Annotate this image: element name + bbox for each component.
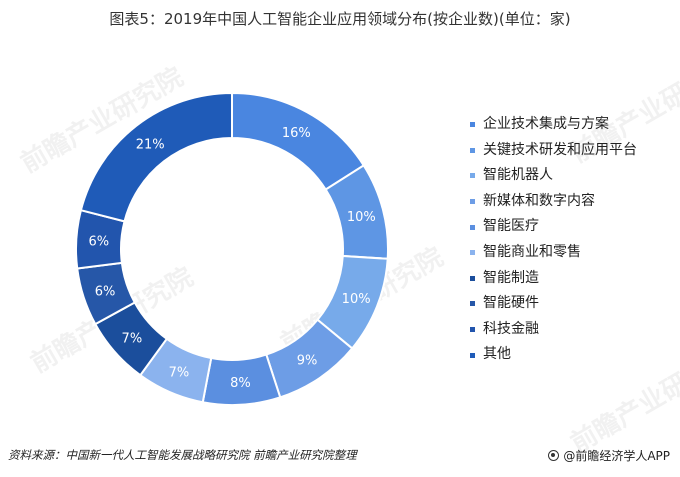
legend-swatch <box>470 352 475 358</box>
legend-label: 关键技术研发和应用平台 <box>483 141 637 158</box>
legend-label: 智能医疗 <box>483 218 539 235</box>
slice-value-label-9: 6% <box>88 235 109 250</box>
legend-swatch <box>470 301 475 307</box>
legend-swatch <box>470 173 475 179</box>
donut-slice-10 <box>79 91 233 223</box>
legend-item-10: 其他 <box>470 342 637 368</box>
legend-item-9: 科技金融 <box>470 317 637 343</box>
legend-item-7: 智能制造 <box>470 266 637 292</box>
brand-label: @前瞻经济学人APP <box>563 449 670 463</box>
slice-value-label-10: 21% <box>136 138 165 153</box>
brand-credit: @前瞻经济学人APP <box>548 447 670 464</box>
slice-value-label-6: 7% <box>169 366 190 381</box>
slice-value-label-8: 6% <box>95 284 116 299</box>
legend-item-2: 关键技术研发和应用平台 <box>470 138 637 164</box>
legend-item-6: 智能商业和零售 <box>470 240 637 266</box>
legend-swatch <box>470 250 475 256</box>
legend-label: 企业技术集成与方案 <box>483 116 609 132</box>
slice-value-label-5: 8% <box>230 376 251 391</box>
legend-label: 智能制造 <box>483 269 539 286</box>
legend-label: 科技金融 <box>483 320 539 337</box>
legend-item-1: 企业技术集成与方案 <box>470 112 637 138</box>
legend-item-4: 新媒体和数字内容 <box>470 189 637 215</box>
slice-value-label-3: 10% <box>342 292 371 307</box>
slice-value-label-7: 7% <box>122 331 143 346</box>
legend-item-3: 智能机器人 <box>470 163 637 189</box>
chart-legend: 企业技术集成与方案关键技术研发和应用平台 智能机器人新媒体和数字内容 智能医疗智能商… <box>470 112 637 368</box>
legend-item-5: 智能医疗 <box>470 214 637 240</box>
legend-swatch <box>470 122 475 128</box>
legend-swatch <box>470 275 475 281</box>
legend-label: 智能商业和零售 <box>483 243 581 260</box>
source-note: 资料来源：中国新一代人工智能发展战略研究院 前瞻产业研究院整理 <box>8 448 357 462</box>
brand-logo-icon <box>548 450 560 461</box>
legend-label: 其他 <box>483 346 511 363</box>
legend-label: 智能硬件 <box>483 295 539 312</box>
slice-value-label-1: 16% <box>282 126 311 141</box>
slice-value-label-2: 10% <box>347 210 376 225</box>
legend-item-8: 智能硬件 <box>470 291 637 317</box>
legend-swatch <box>470 199 475 205</box>
legend-swatch <box>470 147 475 153</box>
legend-swatch <box>470 327 475 333</box>
legend-swatch <box>470 224 475 230</box>
legend-label: 智能机器人 <box>483 167 553 184</box>
chart-title: 图表5：2019年中国人工智能企业应用领域分布(按企业数)(单位：家) <box>109 10 571 28</box>
slice-value-label-4: 9% <box>297 353 318 368</box>
legend-label: 新媒体和数字内容 <box>483 192 595 209</box>
donut-slice-1 <box>231 91 366 191</box>
